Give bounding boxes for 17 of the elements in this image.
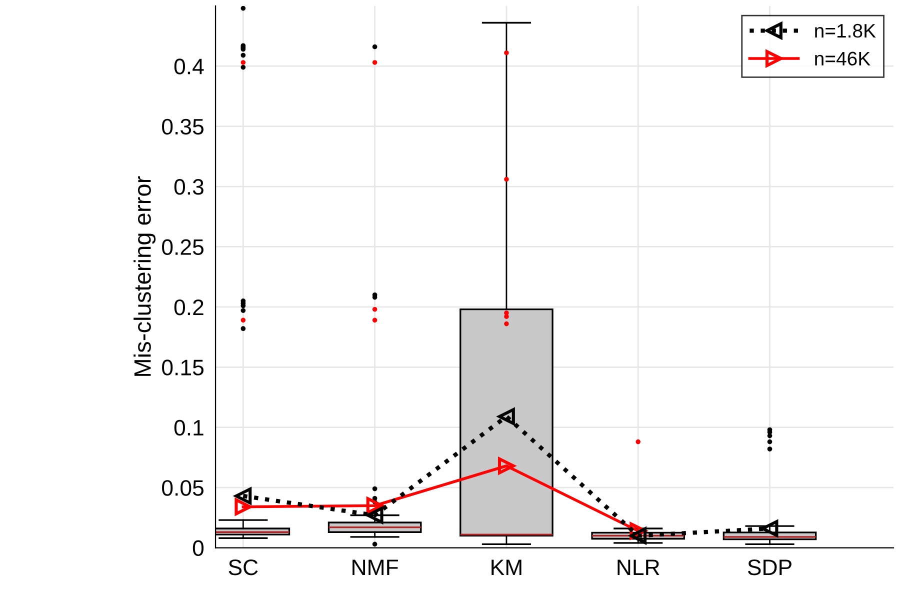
y-tick-label: 0.4: [174, 58, 204, 74]
legend-label: n=46K: [815, 52, 870, 66]
x-tick-label: KM: [492, 560, 522, 575]
y-tick-label: 0.15: [162, 360, 204, 376]
legend-label: n=1.8K: [815, 24, 876, 38]
y-axis-title: Mis-clustering error: [134, 176, 156, 376]
x-tick-label: NMF: [352, 560, 398, 575]
y-tick-label: 0: [192, 540, 204, 556]
x-tick-label: SDP: [748, 559, 792, 576]
y-tick-label: 0.3: [174, 179, 204, 195]
x-tick-label: SC: [228, 559, 258, 576]
x-tick-label: NLR: [618, 560, 660, 575]
y-tick-label: 0.05: [162, 480, 204, 496]
y-tick-label: 0.25: [162, 239, 204, 255]
y-tick-label: 0.35: [162, 118, 204, 135]
y-tick-label: 0.1: [174, 420, 204, 436]
y-tick-label: 0.2: [174, 299, 204, 316]
